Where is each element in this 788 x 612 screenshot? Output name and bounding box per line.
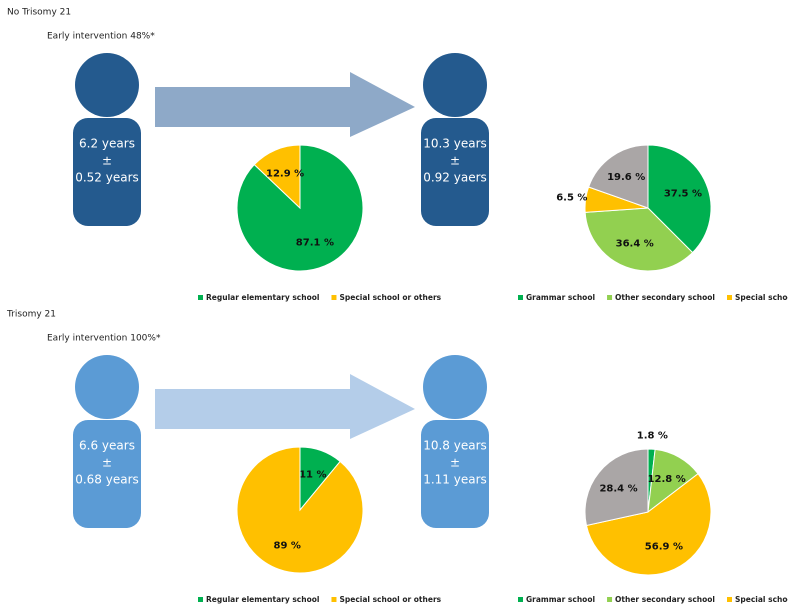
arrow-shaft bbox=[155, 389, 351, 429]
person-text: 10.8 years bbox=[423, 439, 487, 453]
person-text: 0.52 years bbox=[75, 171, 139, 185]
value-label: 11 % bbox=[299, 469, 326, 480]
legend-label: Special school or others bbox=[339, 293, 441, 302]
person-text: ± bbox=[102, 456, 112, 470]
legend-label: Other secondary school bbox=[615, 293, 715, 302]
person-body bbox=[73, 420, 141, 528]
value-label: 12.9 % bbox=[266, 168, 304, 179]
person-text: ± bbox=[102, 154, 112, 168]
value-label: 19.6 % bbox=[607, 172, 645, 183]
pie-slice bbox=[253, 144, 301, 210]
value-label: 56.9 % bbox=[645, 541, 683, 552]
panel-subtitle: Early intervention 100%* bbox=[47, 334, 161, 344]
arrow-shaft bbox=[155, 87, 351, 127]
value-label: 1.8 % bbox=[637, 430, 668, 441]
legend-swatch bbox=[518, 295, 523, 300]
person-head bbox=[423, 53, 487, 117]
panel-title: No Trisomy 21 bbox=[7, 8, 71, 18]
person-head bbox=[423, 355, 487, 419]
panel-title: Trisomy 21 bbox=[6, 310, 56, 320]
pie-slice bbox=[236, 446, 364, 574]
legend-label: Regular elementary school bbox=[206, 595, 319, 604]
pie-slice bbox=[647, 144, 712, 254]
legend-label: Grammar school bbox=[526, 293, 595, 302]
legend-label: Special school or others bbox=[339, 595, 441, 604]
pie-slice bbox=[584, 448, 649, 527]
person-text: 6.6 years bbox=[79, 439, 135, 453]
person-text: 6.2 years bbox=[79, 137, 135, 151]
legend-swatch bbox=[331, 597, 337, 602]
pie-slice bbox=[584, 207, 694, 272]
legend-label: Special school bbox=[735, 293, 788, 302]
person-text: ± bbox=[450, 154, 460, 168]
legend-label: Special school bbox=[735, 595, 788, 604]
legend-label: Regular elementary school bbox=[206, 293, 319, 302]
person-text: 0.68 years bbox=[75, 473, 139, 487]
legend-swatch bbox=[607, 295, 613, 300]
person-body bbox=[73, 118, 141, 226]
legend-label: Other secondary school bbox=[615, 595, 715, 604]
value-label: 28.4 % bbox=[599, 483, 637, 494]
legend-label: Grammar school bbox=[526, 595, 595, 604]
legend-swatch bbox=[607, 597, 613, 602]
legend-swatch bbox=[331, 295, 337, 300]
arrow-head bbox=[350, 374, 415, 439]
person-body bbox=[421, 118, 489, 226]
person-text: 10.3 years bbox=[423, 137, 487, 151]
person-text: 0.92 yaers bbox=[423, 171, 487, 185]
legend-swatch bbox=[727, 597, 732, 602]
value-label: 37.5 % bbox=[664, 189, 702, 200]
person-text: 1.11 years bbox=[423, 473, 487, 487]
legend-swatch bbox=[198, 597, 203, 602]
legend-swatch bbox=[727, 295, 732, 300]
legend-swatch bbox=[198, 295, 203, 300]
person-text: ± bbox=[450, 456, 460, 470]
person-head bbox=[75, 53, 139, 117]
pie-slice bbox=[587, 144, 649, 209]
person-body bbox=[421, 420, 489, 528]
arrow-head bbox=[350, 72, 415, 137]
panel-subtitle: Early intervention 48%* bbox=[47, 32, 155, 42]
value-label: 87.1 % bbox=[296, 238, 334, 249]
value-label: 36.4 % bbox=[616, 238, 654, 249]
legend-swatch bbox=[518, 597, 523, 602]
person-head bbox=[75, 355, 139, 419]
value-label: 12.8 % bbox=[648, 474, 686, 485]
pie-slice bbox=[585, 473, 712, 576]
value-label: 89 % bbox=[273, 541, 300, 552]
value-label: 6.5 % bbox=[556, 193, 587, 204]
